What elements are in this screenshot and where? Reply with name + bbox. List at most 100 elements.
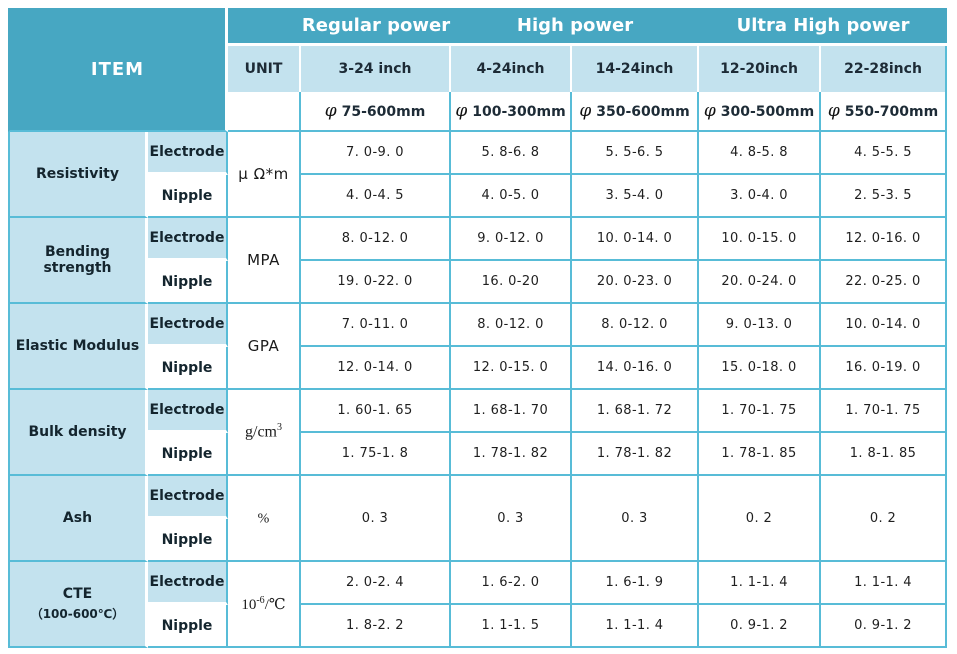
value-cell: 0. 9-1. 2	[821, 605, 948, 648]
diameter-label: 75-600mm	[341, 104, 426, 120]
unit-cell: μ Ω*m	[228, 132, 301, 218]
bending-electrode-row: Bending strength Electrode MPA 8. 0-12. …	[8, 218, 948, 304]
size-header-cell: 4-24inch	[451, 46, 572, 92]
value-cell: 1. 8-1. 85	[821, 433, 948, 476]
resistivity-nipple-row: Nipple 4. 0-4. 5 4. 0-5. 0 3. 5-4. 0 3. …	[8, 175, 948, 218]
diameter-label: 300-500mm	[720, 104, 815, 120]
value-cell: 1. 78-1. 85	[699, 433, 822, 476]
resistivity-electrode-row: Resistivity Electrode μ Ω*m 7. 0-9. 0 5.…	[8, 132, 948, 218]
phi-symbol: φ	[703, 101, 716, 121]
value-cell: 8. 0-12. 0	[301, 218, 451, 261]
bending-nipple-row: Nipple 19. 0-22. 0 16. 0-20 20. 0-23. 0 …	[8, 261, 948, 304]
value-cell: 8. 0-12. 0	[451, 304, 572, 347]
nipple-label-cell: Nipple	[148, 605, 228, 648]
diameter-header-cell: φ 550-700mm	[821, 92, 948, 132]
value-cell: 4. 0-5. 0	[451, 175, 572, 218]
diameter-header-blank	[228, 92, 301, 132]
ash-nipple-row: Nipple	[8, 519, 947, 562]
value-cell: 12. 0-16. 0	[821, 218, 948, 261]
value-cell: 4. 5-5. 5	[821, 132, 948, 175]
value-cell: 1. 70-1. 75	[699, 390, 822, 433]
value-cell: 10. 0-14. 0	[572, 218, 700, 261]
nipple-label-cell: Nipple	[148, 261, 228, 304]
phi-symbol: φ	[827, 101, 840, 121]
unit-cell: GPA	[228, 304, 301, 390]
unit-rest: /℃	[264, 596, 286, 613]
value-cell: 12. 0-14. 0	[301, 347, 451, 390]
unit-sup: -6	[256, 594, 265, 606]
value-cell: 1. 78-1. 82	[451, 433, 572, 476]
cte-nipple-row: Nipple 1. 8-2. 2 1. 1-1. 5 1. 1-1. 4 0. …	[8, 605, 948, 648]
value-cell: 16. 0-20	[451, 261, 572, 304]
diameter-label: 550-700mm	[844, 104, 939, 120]
nipple-label-cell: Nipple	[148, 433, 228, 476]
bulk-density-nipple-row: Nipple 1. 75-1. 8 1. 78-1. 82 1. 78-1. 8…	[8, 433, 948, 476]
header-size-row: UNIT 3-24 inch 4-24inch 14-24inch 12-20i…	[8, 46, 948, 92]
value-cell: 0. 9-1. 2	[699, 605, 822, 648]
value-cell: 1. 68-1. 72	[572, 390, 700, 433]
nipple-label-cell: Nipple	[148, 347, 228, 390]
item-name-note: （100-600℃）	[30, 607, 125, 621]
value-cell: 0. 2	[821, 476, 948, 562]
value-cell: 1. 8-2. 2	[301, 605, 451, 648]
value-cell: 4. 8-5. 8	[699, 132, 822, 175]
unit-text: MPA	[247, 251, 280, 269]
unit-sup: 3	[277, 422, 282, 434]
diameter-header-cell: φ 350-600mm	[572, 92, 700, 132]
value-cell: 15. 0-18. 0	[699, 347, 822, 390]
nipple-label-cell: Nipple	[148, 175, 228, 218]
diameter-header-cell: φ 100-300mm	[451, 92, 572, 132]
value-cell: 3. 5-4. 0	[572, 175, 700, 218]
header-diameter-row: φ 75-600mm φ 100-300mm φ 350-600mm φ 300-500…	[8, 92, 948, 132]
value-cell: 7. 0-9. 0	[301, 132, 451, 175]
unit-text: %	[257, 511, 270, 527]
size-header-cell: 12-20inch	[699, 46, 822, 92]
size-header-cell: 22-28inch	[821, 46, 948, 92]
value-cell: 0. 3	[451, 476, 572, 562]
value-cell: 1. 70-1. 75	[821, 390, 948, 433]
unit-cell: 10-6/℃	[228, 562, 301, 648]
value-cell: 8. 0-12. 0	[572, 304, 700, 347]
elastic-nipple-row: Nipple 12. 0-14. 0 12. 0-15. 0 14. 0-16.…	[8, 347, 948, 390]
electrode-label-cell: Electrode	[148, 476, 228, 519]
spec-table: ITEM Regular power High power Ultra High…	[8, 8, 948, 648]
electrode-label-cell: Electrode	[148, 132, 228, 175]
value-cell: 2. 0-2. 4	[301, 562, 451, 605]
value-cell: 4. 0-4. 5	[301, 175, 451, 218]
value-cell: 14. 0-16. 0	[572, 347, 700, 390]
value-cell: 7. 0-11. 0	[301, 304, 451, 347]
value-cell: 19. 0-22. 0	[301, 261, 451, 304]
unit-text: g/cm	[245, 423, 277, 441]
elastic-electrode-row: Elastic Modulus Electrode GPA 7. 0-11. 0…	[8, 304, 948, 390]
diameter-label: 350-600mm	[596, 104, 690, 120]
size-header-cell: 14-24inch	[572, 46, 700, 92]
value-cell: 9. 0-13. 0	[699, 304, 822, 347]
bulk-density-electrode-row: Bulk density Electrode g/cm3 1. 60-1. 65…	[8, 390, 948, 476]
value-cell: 9. 0-12. 0	[451, 218, 572, 261]
value-cell: 22. 0-25. 0	[821, 261, 948, 304]
value-cell: 1. 60-1. 65	[301, 390, 451, 433]
electrode-label-cell: Electrode	[148, 390, 228, 433]
phi-symbol: φ	[455, 101, 468, 121]
item-name-cell: Ash	[8, 476, 148, 562]
item-header-cell: ITEM	[8, 8, 228, 132]
item-name-cell: Bulk density	[8, 390, 148, 476]
value-cell: 1. 6-1. 9	[572, 562, 700, 605]
unit-text: 10	[241, 596, 257, 613]
value-cell: 1. 1-1. 4	[821, 562, 948, 605]
value-cell: 0. 2	[699, 476, 822, 562]
value-cell: 16. 0-19. 0	[821, 347, 948, 390]
value-cell: 1. 6-2. 0	[451, 562, 572, 605]
header-power-row: ITEM Regular power High power Ultra High…	[8, 8, 948, 132]
value-cell: 2. 5-3. 5	[821, 175, 948, 218]
unit-cell: %	[228, 476, 301, 562]
unit-header-cell: UNIT	[228, 46, 301, 92]
value-cell: 1. 1-1. 5	[451, 605, 572, 648]
power-group-ultra-high: Ultra High power	[699, 8, 948, 46]
item-name-cell: Elastic Modulus	[8, 304, 148, 390]
cte-electrode-row: CTE （100-600℃） Electrode 10-6/℃ 2. 0-2. …	[8, 562, 948, 648]
item-name-cell: Bending strength	[8, 218, 148, 304]
value-cell: 10. 0-15. 0	[699, 218, 822, 261]
value-cell: 5. 5-6. 5	[572, 132, 700, 175]
